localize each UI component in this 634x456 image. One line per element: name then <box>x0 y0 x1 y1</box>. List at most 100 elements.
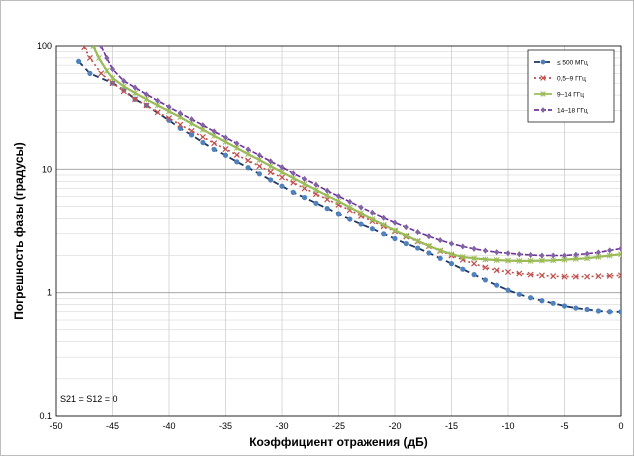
data-point <box>505 257 511 264</box>
data-point <box>471 260 478 267</box>
data-point <box>369 226 375 232</box>
data-point <box>177 121 184 128</box>
data-point <box>403 224 409 231</box>
data-point <box>245 165 251 171</box>
data-point <box>211 128 217 135</box>
data-point <box>267 169 274 176</box>
legend-item: 0,5–9 ГГц <box>534 75 586 83</box>
data-point <box>369 216 376 223</box>
data-point <box>313 181 319 188</box>
data-point <box>494 282 500 288</box>
x-tick-label: -30 <box>275 421 288 431</box>
legend: ≤ 500 МГц 0,5–9 ГГц 9–14 ГГц 14–18 ГГц <box>527 49 615 123</box>
data-point <box>414 237 421 244</box>
data-point <box>415 228 421 236</box>
legend-label: ≤ 500 МГц <box>557 60 588 67</box>
data-point <box>132 96 139 103</box>
data-point <box>358 210 365 217</box>
data-point <box>98 70 105 77</box>
data-point <box>381 214 387 221</box>
data-point <box>245 146 251 153</box>
data-point <box>143 102 150 109</box>
data-point <box>493 267 500 274</box>
data-point <box>516 257 523 264</box>
data-point <box>155 97 161 104</box>
data-point <box>527 257 534 264</box>
data-point <box>177 125 183 131</box>
legend-item: ≤ 500 МГц <box>534 60 588 67</box>
data-point <box>268 177 274 183</box>
data-point <box>302 194 308 201</box>
x-axis-title: Коэффициент отражения (дБ) <box>249 435 428 449</box>
data-point <box>528 251 534 259</box>
data-point <box>120 88 127 95</box>
data-point <box>199 133 206 140</box>
x-tick-label: -25 <box>332 421 345 431</box>
legend-label: 9–14 ГГц <box>557 92 584 99</box>
data-point <box>95 54 102 61</box>
data-point <box>572 273 579 280</box>
data-point <box>200 139 206 146</box>
data-point <box>335 198 342 205</box>
data-point <box>222 146 229 153</box>
data-point <box>538 272 545 279</box>
x-tick-label: -35 <box>219 421 232 431</box>
data-point <box>504 269 512 276</box>
data-point <box>471 272 477 278</box>
data-point <box>540 75 546 81</box>
data-point <box>471 245 477 252</box>
data-point <box>211 146 217 153</box>
data-point <box>415 245 421 251</box>
data-point <box>550 252 556 259</box>
data-point <box>493 257 500 263</box>
data-point <box>234 140 240 147</box>
data-point <box>459 253 466 260</box>
data-point <box>290 179 297 186</box>
data-point <box>279 164 285 171</box>
data-point <box>584 273 591 280</box>
data-point <box>121 77 127 85</box>
data-point <box>618 245 621 252</box>
data-point <box>561 252 568 259</box>
x-tick-label: -40 <box>162 421 175 431</box>
data-point <box>482 264 489 271</box>
data-point <box>527 271 534 278</box>
data-point <box>256 152 262 159</box>
x-tick-label: -15 <box>445 421 458 431</box>
data-point <box>233 151 240 158</box>
plot-area <box>55 45 622 417</box>
data-point <box>301 181 308 187</box>
data-point <box>165 115 173 122</box>
data-point <box>278 174 286 181</box>
data-point <box>104 54 110 62</box>
data-point <box>460 266 466 272</box>
data-point <box>290 189 296 196</box>
data-point <box>540 91 546 97</box>
data-point <box>369 209 375 216</box>
data-point <box>448 261 455 267</box>
data-point <box>540 107 546 113</box>
x-tick-label: -45 <box>106 421 119 431</box>
data-point <box>425 242 432 249</box>
data-point <box>177 110 183 117</box>
series-line <box>77 60 621 313</box>
data-point <box>392 227 398 234</box>
x-tick-label: -5 <box>560 421 568 431</box>
data-point <box>132 90 139 97</box>
data-point <box>595 249 601 256</box>
data-point <box>335 193 342 200</box>
data-point <box>143 96 150 103</box>
y-tick-label: 1 <box>47 288 52 298</box>
y-tick-label: 100 <box>37 41 52 51</box>
data-point <box>347 198 353 205</box>
data-point <box>505 250 511 257</box>
data-point <box>189 132 195 138</box>
data-point <box>324 187 330 194</box>
data-point <box>403 240 409 247</box>
data-point <box>494 249 500 256</box>
data-point <box>538 257 545 264</box>
data-point <box>166 103 172 111</box>
data-point <box>256 163 263 170</box>
